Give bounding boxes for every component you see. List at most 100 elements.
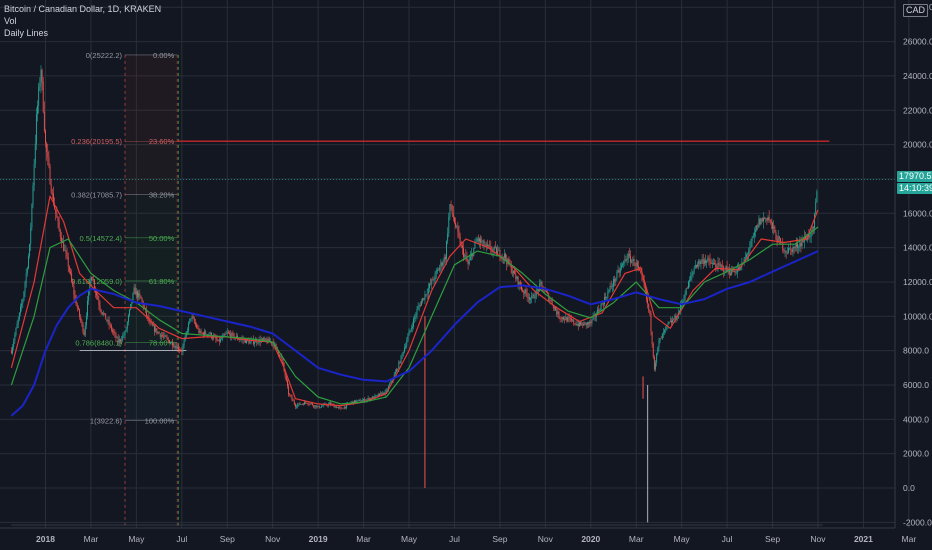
candle-body — [389, 383, 391, 387]
candle-body — [648, 303, 650, 311]
candle-body — [500, 257, 502, 259]
candle-body — [455, 222, 457, 227]
candle-body — [48, 157, 50, 166]
candle-body — [485, 244, 487, 247]
fib-zone — [125, 237, 178, 281]
candle-body — [97, 295, 99, 300]
candle-body — [326, 405, 328, 406]
candle-body — [583, 322, 585, 326]
candle-body — [291, 396, 293, 400]
candle-body — [610, 285, 612, 287]
candle-body — [217, 339, 219, 341]
candle-body — [715, 264, 717, 268]
candle-body — [513, 270, 514, 274]
candle-body — [126, 322, 128, 329]
candle-body — [525, 289, 527, 294]
candle-body — [458, 231, 460, 237]
candle-body — [783, 250, 785, 252]
candle-body — [730, 273, 731, 275]
candle-body — [664, 329, 666, 333]
candle-body — [543, 290, 545, 292]
fib-zone — [125, 54, 178, 142]
daily-lines-label[interactable]: Daily Lines — [4, 28, 49, 38]
candle-body — [279, 354, 280, 357]
candle-body — [691, 273, 693, 276]
candle-body — [288, 386, 290, 395]
candle-body — [414, 317, 416, 319]
y-tick-label: 16000.0 — [903, 208, 932, 218]
candle-body — [670, 320, 672, 323]
candle-body — [107, 320, 109, 322]
candle-body — [285, 376, 287, 381]
candle-body — [174, 345, 176, 347]
y-tick-label: 22000.0 — [903, 105, 932, 115]
candle-body — [633, 259, 635, 266]
currency-badge[interactable]: CAD — [903, 4, 929, 17]
candle-body — [555, 307, 557, 311]
candle-body — [90, 276, 92, 283]
candle-body — [335, 406, 337, 408]
candle-body — [88, 290, 90, 301]
candle-body — [482, 240, 484, 243]
candle-body — [750, 240, 752, 248]
candle-body — [300, 404, 302, 405]
candle-body — [31, 204, 33, 228]
candle-body — [692, 271, 694, 274]
candle-body — [230, 333, 232, 338]
candle-body — [310, 403, 312, 405]
candle-body — [743, 258, 745, 264]
candle-body — [55, 208, 57, 214]
candle-body — [556, 310, 558, 315]
candle-body — [738, 267, 739, 270]
fib-percent-label: 50.00% — [149, 234, 175, 243]
candle-body — [815, 201, 817, 214]
candle-body — [322, 405, 324, 407]
candle-body — [424, 294, 426, 300]
candle-body — [120, 339, 121, 341]
candle-body — [381, 393, 383, 396]
candle-body — [812, 227, 814, 229]
candle-body — [34, 143, 36, 164]
candle-body — [246, 339, 248, 343]
candle-body — [373, 396, 375, 399]
candle-body — [225, 333, 227, 335]
candle-body — [774, 226, 776, 233]
candle-body — [361, 400, 363, 402]
candle-body — [435, 271, 437, 273]
candle-body — [479, 238, 480, 242]
candle-body — [549, 299, 551, 301]
symbol-title[interactable]: Bitcoin / Canadian Dollar, 1D, KRAKEN — [4, 4, 162, 14]
candle-body — [383, 392, 385, 395]
candle-body — [536, 289, 538, 291]
candle-body — [814, 213, 816, 229]
vol-indicator-label[interactable]: Vol — [4, 16, 17, 26]
candle-body — [451, 204, 453, 214]
candle-body — [41, 69, 43, 82]
fib-percent-label: 38.20% — [149, 191, 175, 200]
fib-level-label: 1(3922.6) — [90, 417, 123, 426]
candle-body — [777, 236, 779, 243]
candle-body — [64, 250, 66, 251]
fib-percent-label: 23.60% — [149, 137, 175, 146]
candle-body — [772, 222, 773, 229]
candle-body — [523, 291, 525, 294]
candle-body — [459, 236, 461, 246]
candle-body — [158, 332, 160, 334]
candle-body — [92, 280, 94, 282]
candle-body — [683, 299, 685, 301]
candle-body — [113, 331, 115, 333]
x-tick-label: May — [674, 534, 691, 544]
candle-body — [552, 305, 554, 309]
candle-body — [617, 270, 619, 272]
candle-body — [767, 216, 769, 221]
candle-body — [375, 395, 377, 397]
candle-body — [405, 346, 407, 348]
candle-body — [732, 269, 734, 272]
candle-body — [130, 303, 132, 310]
candle-body — [481, 242, 483, 243]
candle-body — [436, 269, 438, 272]
candle-body — [135, 291, 137, 295]
candle-body — [538, 289, 539, 291]
fib-retracement: 0(25222.2) 0.00% 0.236(20195.5) 23.60% 0.382… — [71, 51, 187, 528]
